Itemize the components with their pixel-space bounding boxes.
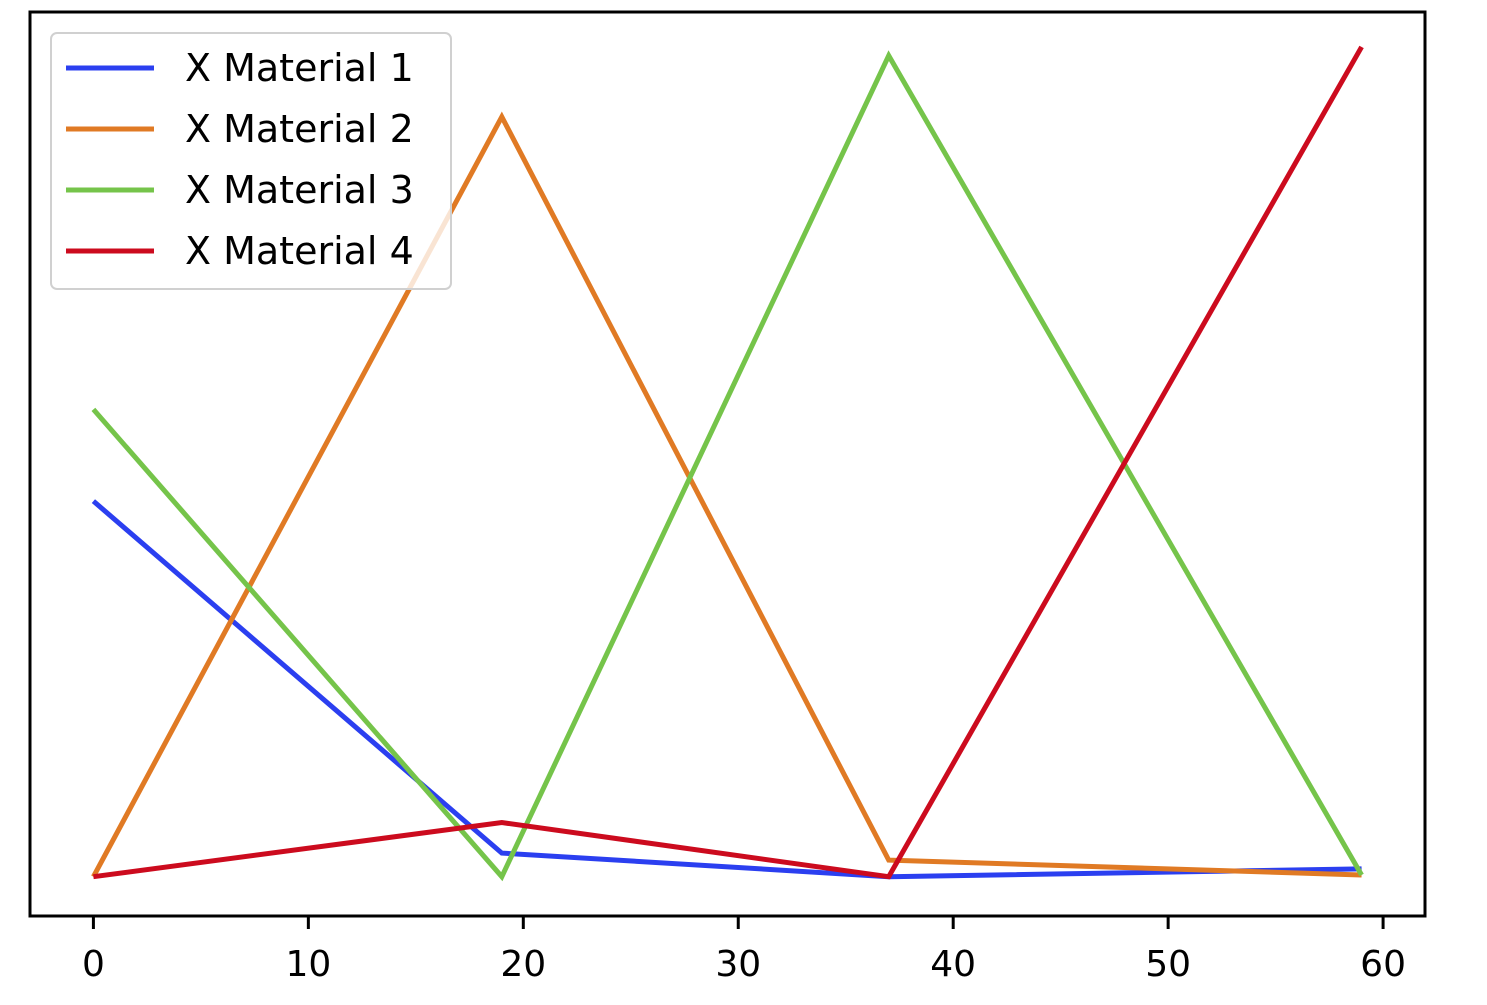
x-tick-label: 60 (1360, 944, 1406, 985)
x-tick-label: 50 (1145, 944, 1191, 985)
legend: X Material 1 X Material 2 X Material 3 X Ma… (50, 32, 452, 290)
x-tick-label: 20 (500, 944, 546, 985)
legend-label-x-material-1: X Material 1 (185, 46, 414, 90)
series-line-x-material-4 (93, 45, 1364, 880)
legend-box (50, 32, 452, 290)
x-tick-label: 40 (930, 944, 976, 985)
x-tick-label: 0 (82, 944, 105, 985)
legend-label-x-material-2: X Material 2 (185, 107, 414, 151)
plot-area-frame (28, 10, 1427, 918)
legend-label-x-material-3: X Material 3 (185, 168, 414, 212)
series-layer (91, 45, 1364, 882)
x-tick-label: 30 (715, 944, 761, 985)
x-axis-ticks: 0 10 20 30 40 50 60 (82, 916, 1406, 985)
series-line-x-material-1 (91, 499, 1362, 880)
series-line-x-material-2 (91, 111, 1362, 878)
legend-label-x-material-4: X Material 4 (185, 229, 414, 273)
x-tick-label: 10 (285, 944, 331, 985)
